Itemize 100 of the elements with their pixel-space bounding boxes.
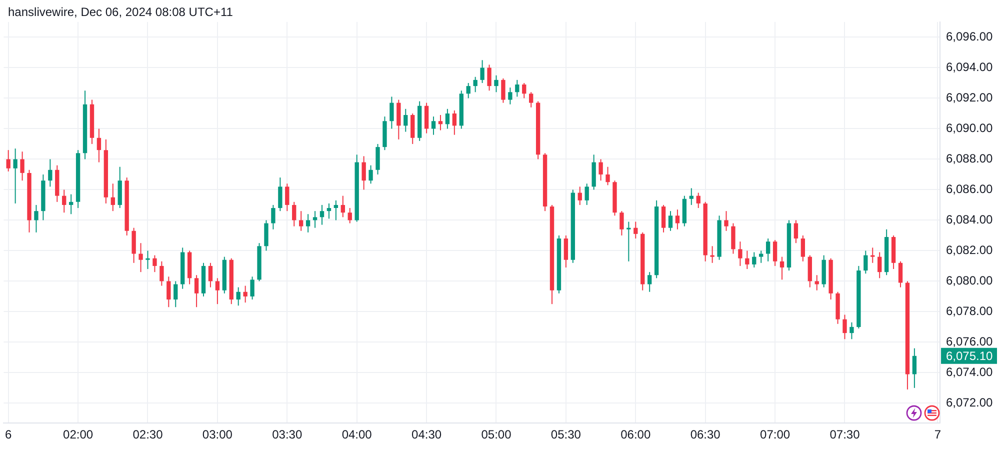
- candlestick: [96, 128, 102, 163]
- candlestick: [376, 143, 380, 175]
- candlestick: [759, 250, 764, 264]
- candlestick: [696, 192, 700, 209]
- y-tick-label: 6,094.00: [946, 60, 994, 74]
- x-tick-label: 04:00: [342, 428, 372, 442]
- x-tick-label: 07:30: [830, 428, 860, 442]
- candlestick: [215, 278, 220, 305]
- candlestick: [584, 183, 589, 206]
- candlestick: [368, 164, 373, 184]
- candlestick: [794, 220, 798, 244]
- x-tick-label: 03:30: [272, 428, 302, 442]
- candlestick: [6, 150, 10, 172]
- candlestick: [731, 222, 736, 254]
- candlestick: [340, 195, 345, 218]
- candlestick: [522, 82, 526, 99]
- candlestick: [431, 116, 436, 136]
- y-tick-label: 6,074.00: [946, 364, 994, 379]
- candlestick: [675, 209, 680, 230]
- candlestick: [390, 96, 394, 130]
- candlestick: [780, 256, 784, 280]
- candlestick: [438, 114, 443, 131]
- candlestick: [738, 241, 742, 266]
- y-tick-label: 6,072.00: [946, 395, 994, 410]
- candlestick: [772, 240, 778, 266]
- y-tick-label: 6,078.00: [946, 304, 994, 318]
- candlestick: [278, 177, 282, 212]
- candlestick: [334, 200, 338, 221]
- x-tick-label: 05:30: [550, 428, 582, 442]
- x-tick-label: 02:00: [63, 428, 94, 442]
- candlestick: [606, 166, 610, 186]
- candlestick: [292, 201, 296, 227]
- y-tick-label: 6,090.00: [946, 121, 994, 136]
- y-tick-label: 6,092.00: [946, 90, 994, 105]
- candlestick: [194, 274, 199, 308]
- candlestick: [668, 210, 673, 232]
- candlestick: [842, 314, 847, 340]
- candlestick: [724, 210, 728, 232]
- candlestick: [466, 82, 470, 99]
- x-tick-label: 07:00: [760, 428, 790, 442]
- candlestick: [110, 183, 115, 212]
- candlestick: [752, 252, 756, 268]
- candlestick: [306, 214, 310, 233]
- candlestick: [166, 276, 171, 308]
- candlestick: [48, 158, 52, 188]
- candlestick: [285, 183, 290, 212]
- candlestick: [501, 78, 506, 104]
- x-tick-label: 05:00: [481, 428, 512, 442]
- candlestick: [864, 250, 868, 274]
- candlestick: [404, 108, 408, 132]
- candlestick: [152, 254, 157, 273]
- candlestick: [814, 274, 819, 291]
- candlestick: [452, 110, 457, 136]
- y-tick-label: 6,080.00: [946, 274, 994, 288]
- candlestick: [271, 204, 276, 230]
- candlestick: [174, 280, 178, 308]
- y-tick-label: 6,088.00: [946, 152, 994, 166]
- candlestick: [20, 151, 24, 182]
- candlestick: [620, 210, 624, 236]
- candlestick: [564, 234, 568, 268]
- x-tick-label: 03:00: [202, 428, 233, 442]
- candlestick: [634, 221, 638, 240]
- candlestick: [208, 262, 213, 288]
- candlestick: [766, 238, 770, 262]
- candlestick: [626, 221, 631, 262]
- candlestick: [598, 158, 603, 182]
- candlestick: [132, 227, 136, 264]
- x-tick-label: 06:30: [690, 428, 721, 442]
- candlestick: [473, 76, 478, 93]
- candlestick: [494, 74, 498, 93]
- x-tick-label: 6: [5, 428, 12, 442]
- candlestick: [578, 186, 582, 206]
- x-tick-label: 06:00: [620, 428, 651, 442]
- y-tick-label: 6,082.00: [946, 243, 994, 258]
- candlestick: [480, 60, 484, 84]
- candlestick: [529, 92, 534, 108]
- candlestick: [912, 348, 917, 388]
- text: 6,075.10: [946, 349, 994, 364]
- text: hanslivewire, Dec 06, 2024 08:08 UTC+11: [8, 5, 233, 19]
- candlestick: [870, 247, 875, 264]
- candlestick: [320, 204, 324, 226]
- candlestick: [800, 234, 806, 262]
- candlestick: [710, 246, 714, 264]
- y-tick-label: 6,086.00: [946, 182, 994, 196]
- candlestick: [146, 250, 150, 270]
- y-tick-label: 6,096.00: [946, 30, 994, 44]
- x-tick-label: 7: [934, 428, 942, 442]
- candlestick: [62, 189, 66, 214]
- candlestick: [312, 210, 318, 228]
- candlestick: [13, 148, 18, 204]
- candlestick: [138, 242, 143, 273]
- candlestick: [326, 202, 332, 220]
- candlestick: [898, 260, 903, 288]
- x-tick-label: 04:30: [412, 428, 442, 442]
- candlestick: [661, 204, 666, 233]
- candlestick: [68, 194, 74, 215]
- candlestick: [689, 188, 694, 206]
- candlestick: [236, 286, 240, 306]
- y-tick-label: 6,076.00: [946, 334, 994, 349]
- candlestick: [250, 276, 254, 300]
